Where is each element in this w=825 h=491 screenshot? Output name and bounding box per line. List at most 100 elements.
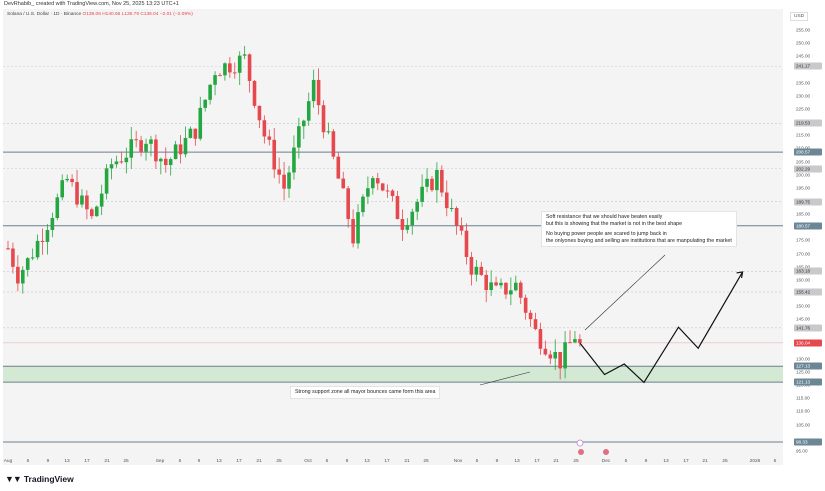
candle-body [311,79,316,102]
projection-path [579,271,744,384]
candle-body [20,269,25,284]
time-tick: 5 [325,459,329,464]
time-tick: 17 [84,459,90,464]
symbol-legend: Solana / U.S. Dollar · 1D · Binance O138… [7,12,193,17]
resistance-note[interactable]: Soft resistance that we should have beat… [541,211,737,247]
candle-body [538,329,543,349]
time-tick: 21 [104,459,110,464]
us-flag-icon [603,449,609,455]
candle-body [193,128,198,139]
us-flag-icon [578,449,584,455]
candle-body [543,348,548,355]
price-tick: 200.00 [796,172,811,178]
time-tick: 5 [624,459,628,464]
candle-body [297,126,301,148]
candle-body [90,209,94,217]
candle-body [444,192,449,209]
price-tick: 215.00 [796,132,811,138]
candle-body [272,139,277,170]
candle-body [252,80,257,106]
price-tick: 110.00 [796,408,810,414]
candle-body [395,196,400,220]
candle-body [16,266,20,284]
time-tick: 9 [197,459,201,464]
candle-body [336,156,341,179]
time-tick: 17 [236,459,242,464]
price-level-tag: 180.57 [794,222,822,230]
candle-body [247,54,252,81]
candle-body [573,339,577,343]
tradingview-logo[interactable]: ▼▼ TradingView [5,474,74,484]
price-level-tag: 219.53 [794,119,822,127]
candle-body [316,79,321,106]
currency-label[interactable]: USD [790,12,809,21]
time-tick: 9 [644,459,648,464]
candle-body [553,352,558,359]
candle-body [390,190,395,197]
time-tick: 21 [553,459,559,464]
price-level-tag: 121.13 [794,378,822,386]
candle-body [415,201,419,212]
price-level-tag: 189.75 [794,198,822,206]
price-level-tag: 98.33 [794,438,822,446]
candle-body [346,188,350,220]
price-tick: 205.00 [796,159,811,164]
candle-body [474,266,479,275]
candle-body [232,72,237,74]
candle-body [533,319,538,330]
support-note[interactable]: Strong support zone all mayor bounces ca… [290,386,441,399]
candle-body [449,207,454,209]
candle-body [321,105,326,133]
candle-body [124,157,129,163]
time-tick: 25 [722,459,728,464]
candle-body [173,144,178,160]
candle-body [440,169,444,193]
candle-body [380,183,385,191]
candle-body [366,188,370,197]
support-callout-line [479,371,531,386]
candle-body [257,105,262,121]
candle-body [85,195,89,210]
candle-body [326,131,331,133]
chart-credit: DevRhabib_ created with TradingView.com,… [4,1,179,7]
candle-body [528,312,533,320]
candle-body [385,190,390,192]
candle-body [55,197,60,219]
time-tick: 17 [683,459,689,464]
candle-body [262,120,267,137]
candle-body [454,207,459,226]
candle-body [371,178,375,189]
candle-body [504,282,508,295]
candle-body [237,55,242,73]
candle-body [578,339,582,343]
resistance-note-line4: the onlyones buying and selling are inst… [546,237,732,244]
time-tick: 13 [364,459,370,464]
time-tick: 13 [216,459,222,464]
price-tick: 160.00 [796,277,811,283]
candle-body [518,282,523,298]
time-tick: 21 [256,459,262,464]
time-tick: 17 [384,459,390,464]
time-axis[interactable] [3,455,783,465]
candle-body [218,75,222,77]
price-tick: 245.00 [796,53,811,59]
price-level-tag: 141.76 [794,324,822,332]
candle-body [548,354,553,359]
time-tick: 13 [514,459,520,464]
time-tick: 21 [404,459,410,464]
price-level-tag: 127.13 [794,362,822,370]
time-tick: Sep [155,459,165,464]
candle-body [400,219,405,230]
candle-body [523,297,528,313]
time-tick: 25 [276,459,282,464]
candle-body [163,158,168,166]
candle-body [168,159,173,166]
candle-body [479,266,484,275]
time-tick: Aug [3,459,13,464]
price-level-tag: 208.57 [794,148,822,156]
candle-body [509,290,513,295]
price-tick: 105.00 [796,422,811,427]
time-tick: 5 [178,459,182,464]
time-tick: 9 [46,459,50,464]
